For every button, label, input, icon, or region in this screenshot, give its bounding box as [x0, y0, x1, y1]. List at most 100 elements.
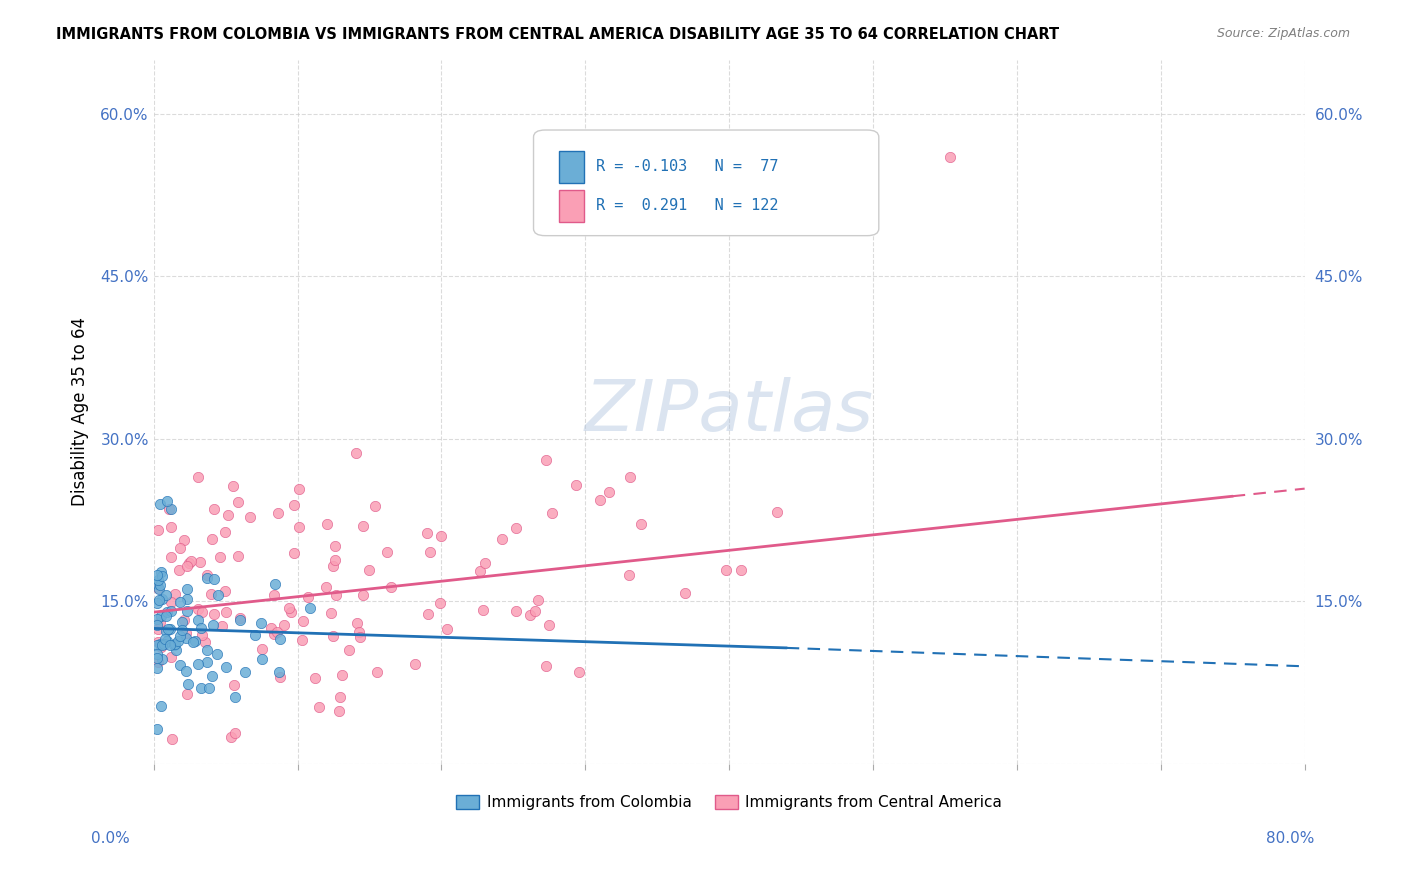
Y-axis label: Disability Age 35 to 64: Disability Age 35 to 64	[72, 318, 89, 506]
Point	[150, 638, 173, 652]
Point	[180, 554, 202, 568]
Point	[157, 502, 180, 516]
Point	[239, 510, 262, 524]
Point	[145, 647, 167, 661]
Point	[349, 624, 371, 639]
Point	[167, 634, 190, 648]
Point	[291, 632, 314, 647]
Point	[222, 678, 245, 692]
Point	[198, 681, 221, 696]
Point	[187, 657, 209, 672]
Point	[346, 616, 368, 631]
Point	[149, 640, 172, 654]
Point	[224, 690, 246, 704]
Point	[416, 526, 439, 541]
Point	[269, 670, 291, 684]
Point	[163, 637, 186, 651]
Point	[214, 525, 236, 540]
Point	[352, 519, 374, 533]
Point	[229, 611, 252, 625]
Point	[190, 681, 212, 696]
Point	[291, 614, 314, 628]
Point	[145, 568, 167, 582]
Point	[229, 614, 252, 628]
Point	[330, 668, 353, 682]
Point	[179, 556, 201, 570]
Point	[260, 621, 283, 635]
Point	[474, 556, 496, 570]
Point	[429, 596, 451, 610]
Point	[205, 647, 228, 661]
Point	[176, 604, 198, 618]
Point	[277, 600, 299, 615]
Point	[146, 524, 169, 538]
Point	[416, 607, 439, 622]
Point	[202, 607, 225, 621]
Point	[598, 485, 620, 500]
Point	[283, 546, 305, 560]
Point	[366, 665, 388, 679]
Point	[505, 521, 527, 535]
Point	[564, 478, 586, 492]
Point	[149, 497, 172, 511]
Point	[145, 723, 167, 737]
Text: Source: ZipAtlas.com: Source: ZipAtlas.com	[1216, 27, 1350, 40]
Point	[519, 608, 541, 623]
Point	[280, 605, 302, 619]
Point	[419, 545, 441, 559]
Point	[322, 559, 344, 574]
Point	[630, 517, 652, 532]
Point	[160, 604, 183, 618]
Point	[159, 502, 181, 516]
Point	[148, 582, 170, 597]
Point	[195, 643, 218, 657]
Point	[250, 651, 273, 665]
Point	[187, 602, 209, 616]
Point	[298, 601, 321, 615]
Point	[149, 565, 172, 579]
Point	[176, 664, 198, 678]
Point	[155, 588, 177, 602]
Point	[349, 630, 371, 644]
Point	[191, 605, 214, 619]
Point	[190, 621, 212, 635]
Point	[537, 618, 560, 632]
Text: 80.0%: 80.0%	[1267, 831, 1315, 846]
Point	[145, 638, 167, 652]
Point	[150, 569, 173, 583]
Point	[195, 655, 218, 669]
Point	[380, 580, 402, 594]
Point	[146, 596, 169, 610]
Point	[211, 619, 233, 633]
Point	[204, 572, 226, 586]
Point	[208, 550, 231, 565]
Point	[264, 576, 287, 591]
Point	[194, 635, 217, 649]
Point	[249, 615, 271, 630]
Point	[145, 577, 167, 591]
Point	[169, 595, 191, 609]
Point	[938, 150, 960, 164]
Point	[263, 627, 285, 641]
Point	[173, 533, 195, 547]
Point	[159, 622, 181, 636]
Point	[243, 628, 266, 642]
Point	[148, 574, 170, 588]
Point	[283, 498, 305, 512]
Point	[201, 668, 224, 682]
Point	[146, 581, 169, 595]
Text: ZIPatlas: ZIPatlas	[585, 377, 873, 446]
Point	[176, 559, 198, 574]
Point	[190, 628, 212, 642]
Point	[159, 650, 181, 665]
Point	[222, 479, 245, 493]
Point	[224, 726, 246, 740]
Point	[329, 690, 352, 705]
Point	[375, 544, 398, 558]
Point	[156, 634, 179, 648]
Point	[315, 516, 337, 531]
Point	[169, 657, 191, 672]
Point	[150, 652, 173, 666]
Point	[169, 629, 191, 643]
Point	[200, 587, 222, 601]
